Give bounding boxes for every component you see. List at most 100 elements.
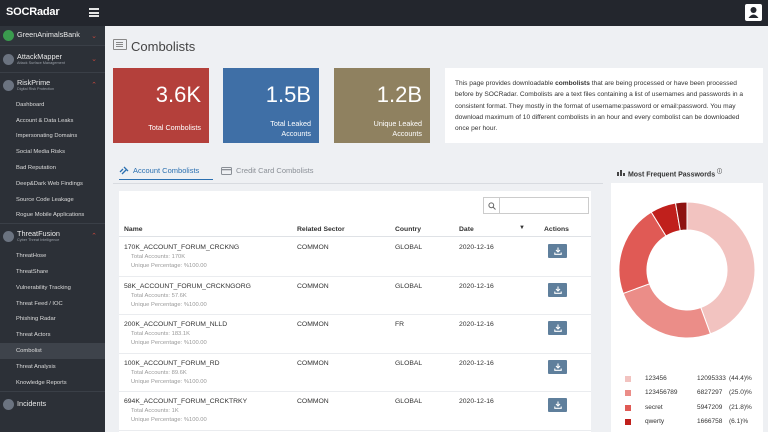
sidebar-item-threat-analysis[interactable]: Threat Analysis <box>16 363 56 370</box>
download-button[interactable] <box>548 282 567 297</box>
legend-swatch <box>625 404 631 411</box>
legend-item: qwerty 1666758 (6.1)% <box>625 417 757 429</box>
tab-label: Credit Card Combolists <box>236 166 314 175</box>
section-subtitle: Digital Risk Protection <box>17 86 55 91</box>
chevron-down-icon: ⌄ <box>91 56 97 63</box>
column-header-date[interactable]: Date <box>459 226 474 233</box>
sidebar-item-vulnerability-tracking[interactable]: Vulnerability Tracking <box>16 284 71 291</box>
download-icon <box>553 324 562 332</box>
sidebar-item-threathose[interactable]: ThreatHose <box>16 253 47 260</box>
stat-label: Total Combolists <box>148 123 201 132</box>
password-value: secret <box>645 403 663 411</box>
combolist-name: 100K_ACCOUNT_FORUM_RD <box>124 359 220 367</box>
link-icon <box>119 166 129 175</box>
threatfusion-icon <box>3 230 14 242</box>
date: 2020-12-16 <box>459 398 494 405</box>
sidebar-item-source-code-leakage[interactable]: Source Code Leakage <box>16 196 74 203</box>
date: 2020-12-16 <box>459 321 494 328</box>
date: 2020-12-16 <box>459 244 494 251</box>
tab-divider <box>113 183 603 184</box>
combolist-name: 170K_ACCOUNT_FORUM_CRCKNG <box>124 244 240 251</box>
legend-swatch <box>625 390 631 397</box>
sidebar-item-phishing-radar[interactable]: Phishing Radar <box>16 316 56 323</box>
threatfusion-menu: ThreatHose ThreatShare Vulnerability Track… <box>0 248 105 390</box>
table-row: 170K_ACCOUNT_FORUM_CRCKNG Total Accounts:… <box>119 238 591 277</box>
top-bar: SOCRadar <box>0 0 768 26</box>
attackmapper-icon <box>3 53 14 65</box>
password-value: qwerty <box>645 417 665 425</box>
search-icon[interactable] <box>484 198 500 213</box>
panel-title: Most Frequent Passwords <box>627 171 716 179</box>
download-icon <box>553 286 562 294</box>
table-header: Name Related Sector Country Date ▼ Actio… <box>119 221 591 237</box>
combolist-name: 694K_ACCOUNT_FORUM_CRCKTRKY <box>124 398 248 405</box>
password-value: 123456 <box>645 375 667 382</box>
sidebar-item-knowledge-reports[interactable]: Knowledge Reports <box>16 379 67 386</box>
sidebar-item-bad-reputation[interactable]: Bad Reputation <box>16 165 56 172</box>
related-sector: COMMON <box>297 321 329 328</box>
sidebar-item-dashboard[interactable]: Dashboard <box>16 101 45 108</box>
password-value: 123456789 <box>645 389 678 397</box>
bar-chart-icon <box>617 170 625 177</box>
user-menu-button[interactable] <box>745 4 762 21</box>
password-count: 5947209 <box>697 403 723 411</box>
table-row: 694K_ACCOUNT_FORUM_CRCKTRKY Total Account… <box>119 392 591 431</box>
section-title: AttackMapper <box>17 51 63 61</box>
password-percentage: (21.8)% <box>729 403 752 411</box>
sidebar-item-impersonating-domains[interactable]: Impersonating Domains <box>16 133 78 140</box>
donut-slice-123456789[interactable] <box>622 283 712 339</box>
donut-slice-qwerty123[interactable] <box>674 201 688 232</box>
date: 2020-12-16 <box>459 282 494 290</box>
stat-label: Total Leaked Accounts <box>270 119 311 139</box>
logo: SOCRadar <box>6 6 60 18</box>
donut-slice-123456[interactable] <box>686 201 756 335</box>
stat-value: 3.6K <box>155 82 201 107</box>
info-icon[interactable]: ⓘ <box>717 169 723 175</box>
download-button[interactable] <box>548 321 567 335</box>
tab-credit-card-combolists[interactable]: Credit Card Combolists <box>221 166 314 175</box>
legend-item: 123456789 6827297 (25.0)% <box>625 388 757 400</box>
sidebar-item-threatshare[interactable]: ThreatShare <box>16 269 49 276</box>
column-header-name[interactable]: Name <box>124 226 143 233</box>
password-percentage: (44.4)% <box>729 375 752 382</box>
password-count: 6827297 <box>697 389 723 397</box>
password-count: 12095333 <box>697 375 726 382</box>
related-sector: COMMON <box>297 244 329 251</box>
sidebar-item-rogue-mobile-applications[interactable]: Rogue Mobile Applications <box>16 212 85 219</box>
org-name: GreenAnimalsBank <box>17 30 80 40</box>
menu-toggle-icon[interactable] <box>89 8 99 17</box>
section-title: ThreatFusion <box>17 229 60 239</box>
password-donut-chart <box>618 201 756 339</box>
stat-value: 1.2B <box>376 82 422 107</box>
sidebar-item-deep-dark-web-findings[interactable]: Deep&Dark Web Findings <box>16 180 83 187</box>
password-count: 1666758 <box>697 417 723 425</box>
sort-desc-icon[interactable]: ▼ <box>519 225 525 231</box>
sidebar-item-threat-feed-ioc[interactable]: Threat Feed / IOC <box>16 300 63 307</box>
sidebar-item-social-media-risks[interactable]: Social Media Risks <box>16 149 65 156</box>
org-selector[interactable]: GreenAnimalsBank ⌄ <box>0 26 105 46</box>
download-button[interactable] <box>548 359 567 374</box>
sidebar-section-attackmapper[interactable]: AttackMapper Attack Surface Management ⌄ <box>0 46 105 73</box>
sidebar-section-threatfusion[interactable]: ThreatFusion Cyber Threat Intelligence ⌃ <box>0 223 105 248</box>
main-content: Combolists 3.6K Total Combolists 1.5B To… <box>105 26 768 432</box>
related-sector: COMMON <box>297 398 329 405</box>
legend-item: secret 5947209 (21.8)% <box>625 403 757 415</box>
org-icon <box>3 30 14 41</box>
sidebar-item-threat-actors[interactable]: Threat Actors <box>16 332 51 339</box>
stat-value: 1.5B <box>265 82 311 107</box>
unique-percentage: Unique Percentage: %100.00 <box>131 417 207 423</box>
tab-account-combolists[interactable]: Account Combolists <box>119 166 213 180</box>
column-header-sector[interactable]: Related Sector <box>297 226 345 233</box>
sidebar-section-incidents[interactable]: Incidents <box>0 390 105 417</box>
stat-card-total-leaked: 1.5B Total Leaked Accounts <box>223 68 319 143</box>
frequent-passwords-panel: 123456 12095333 (44.4)% 123456789 6827297 (25… <box>611 183 763 432</box>
column-header-country[interactable]: Country <box>395 226 422 233</box>
sidebar-item-combolist[interactable]: Combolist <box>0 343 105 359</box>
search-input[interactable] <box>501 199 587 212</box>
list-icon <box>113 39 127 50</box>
sidebar-section-riskprime[interactable]: RiskPrime Digital Risk Protection ⌃ <box>0 73 105 97</box>
download-button[interactable] <box>548 244 567 258</box>
sidebar-item-account-data-leaks[interactable]: Account & Data Leaks <box>16 117 74 124</box>
description-text: This page provides downloadable <box>455 80 556 87</box>
download-button[interactable] <box>548 398 567 412</box>
